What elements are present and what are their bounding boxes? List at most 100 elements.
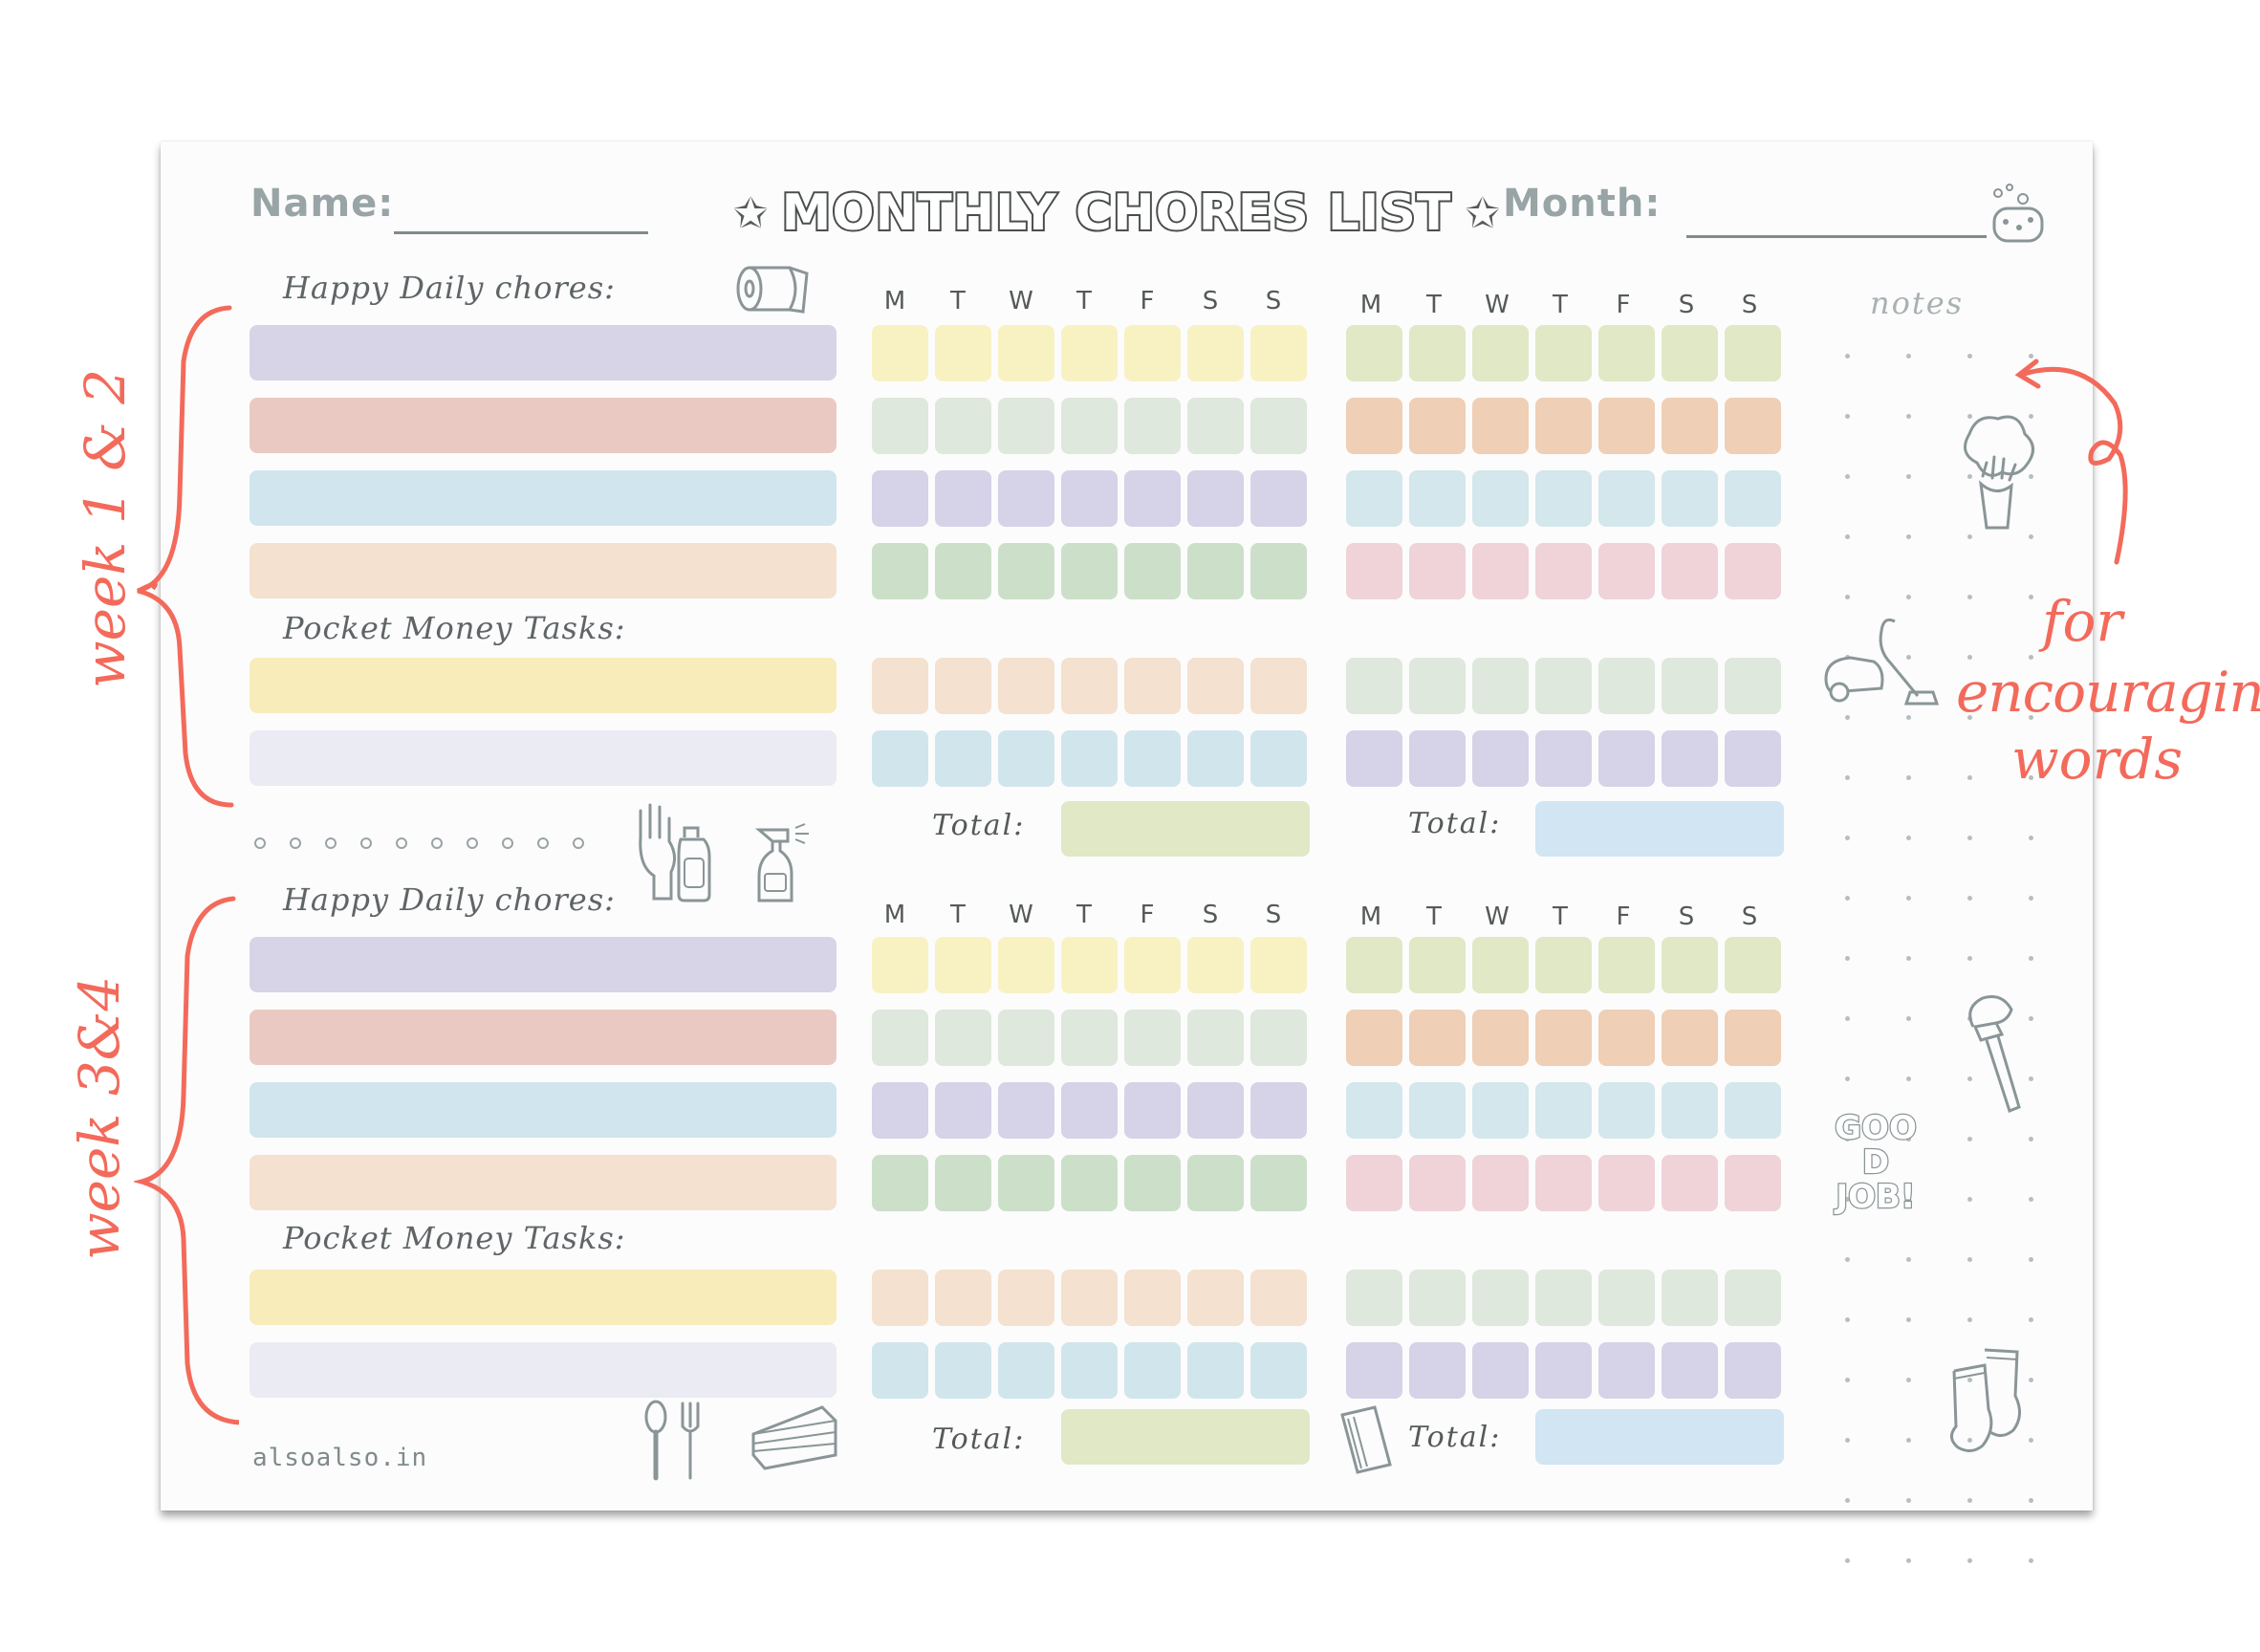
day-checkbox-right[interactable] — [1598, 398, 1655, 454]
day-checkbox-right[interactable] — [1409, 730, 1466, 787]
day-checkbox-right[interactable] — [1725, 658, 1781, 714]
day-checkbox-left[interactable] — [1250, 325, 1307, 381]
day-checkbox-right[interactable] — [1598, 937, 1655, 993]
day-checkbox-right[interactable] — [1346, 470, 1402, 527]
day-checkbox-right[interactable] — [1662, 1082, 1718, 1139]
day-checkbox-right[interactable] — [1725, 937, 1781, 993]
day-checkbox-left[interactable] — [1250, 398, 1307, 454]
day-checkbox-left[interactable] — [1061, 1155, 1118, 1211]
day-checkbox-left[interactable] — [935, 937, 991, 993]
day-checkbox-left[interactable] — [1187, 1342, 1244, 1399]
day-checkbox-right[interactable] — [1409, 1155, 1466, 1211]
day-checkbox-right[interactable] — [1598, 1155, 1655, 1211]
day-checkbox-left[interactable] — [1061, 543, 1118, 599]
day-checkbox-left[interactable] — [1250, 730, 1307, 787]
day-checkbox-left[interactable] — [1061, 658, 1118, 714]
day-checkbox-right[interactable] — [1472, 1270, 1529, 1326]
day-checkbox-left[interactable] — [1187, 658, 1244, 714]
day-checkbox-left[interactable] — [1187, 730, 1244, 787]
day-checkbox-right[interactable] — [1725, 1342, 1781, 1399]
day-checkbox-left[interactable] — [1250, 937, 1307, 993]
day-checkbox-left[interactable] — [1187, 937, 1244, 993]
day-checkbox-left[interactable] — [1061, 398, 1118, 454]
day-checkbox-right[interactable] — [1725, 398, 1781, 454]
day-checkbox-left[interactable] — [935, 398, 991, 454]
day-checkbox-right[interactable] — [1725, 1155, 1781, 1211]
chore-bar-week-3-4-3[interactable] — [250, 1082, 837, 1138]
name-field-line[interactable] — [394, 231, 648, 234]
day-checkbox-right[interactable] — [1472, 1342, 1529, 1399]
day-checkbox-left[interactable] — [935, 1270, 991, 1326]
chore-bar-week-3-4-6[interactable] — [250, 1342, 837, 1398]
day-checkbox-left[interactable] — [935, 1082, 991, 1139]
day-checkbox-left[interactable] — [1250, 1010, 1307, 1066]
day-checkbox-right[interactable] — [1662, 937, 1718, 993]
day-checkbox-right[interactable] — [1409, 937, 1466, 993]
day-checkbox-right[interactable] — [1346, 1270, 1402, 1326]
day-checkbox-left[interactable] — [998, 470, 1054, 527]
day-checkbox-right[interactable] — [1346, 398, 1402, 454]
day-checkbox-right[interactable] — [1598, 658, 1655, 714]
day-checkbox-left[interactable] — [1187, 1010, 1244, 1066]
day-checkbox-right[interactable] — [1472, 470, 1529, 527]
day-checkbox-right[interactable] — [1535, 1010, 1592, 1066]
day-checkbox-right[interactable] — [1725, 1270, 1781, 1326]
day-checkbox-left[interactable] — [998, 543, 1054, 599]
day-checkbox-right[interactable] — [1725, 730, 1781, 787]
day-checkbox-right[interactable] — [1346, 1082, 1402, 1139]
day-checkbox-right[interactable] — [1725, 325, 1781, 381]
day-checkbox-right[interactable] — [1662, 325, 1718, 381]
day-checkbox-left[interactable] — [1250, 543, 1307, 599]
day-checkbox-right[interactable] — [1346, 1155, 1402, 1211]
day-checkbox-left[interactable] — [872, 730, 928, 787]
chore-bar-week-1-2-4[interactable] — [250, 543, 837, 598]
day-checkbox-right[interactable] — [1535, 325, 1592, 381]
day-checkbox-right[interactable] — [1346, 543, 1402, 599]
day-checkbox-left[interactable] — [872, 937, 928, 993]
day-checkbox-right[interactable] — [1346, 730, 1402, 787]
day-checkbox-right[interactable] — [1535, 1155, 1592, 1211]
day-checkbox-left[interactable] — [1124, 325, 1181, 381]
day-checkbox-right[interactable] — [1662, 470, 1718, 527]
day-checkbox-left[interactable] — [872, 1082, 928, 1139]
day-checkbox-left[interactable] — [1250, 658, 1307, 714]
day-checkbox-left[interactable] — [1124, 470, 1181, 527]
day-checkbox-right[interactable] — [1409, 658, 1466, 714]
day-checkbox-left[interactable] — [1187, 1270, 1244, 1326]
day-checkbox-left[interactable] — [1061, 1342, 1118, 1399]
day-checkbox-right[interactable] — [1472, 937, 1529, 993]
day-checkbox-left[interactable] — [998, 937, 1054, 993]
day-checkbox-left[interactable] — [1124, 730, 1181, 787]
day-checkbox-right[interactable] — [1598, 1010, 1655, 1066]
day-checkbox-right[interactable] — [1472, 658, 1529, 714]
day-checkbox-left[interactable] — [1250, 1270, 1307, 1326]
day-checkbox-right[interactable] — [1346, 1010, 1402, 1066]
day-checkbox-right[interactable] — [1409, 1342, 1466, 1399]
day-checkbox-left[interactable] — [872, 543, 928, 599]
day-checkbox-right[interactable] — [1662, 1270, 1718, 1326]
day-checkbox-right[interactable] — [1472, 730, 1529, 787]
day-checkbox-right[interactable] — [1472, 1082, 1529, 1139]
day-checkbox-right[interactable] — [1598, 1270, 1655, 1326]
day-checkbox-right[interactable] — [1725, 543, 1781, 599]
day-checkbox-left[interactable] — [1187, 1082, 1244, 1139]
chore-bar-week-3-4-2[interactable] — [250, 1010, 837, 1065]
day-checkbox-right[interactable] — [1472, 543, 1529, 599]
chore-bar-week-1-2-2[interactable] — [250, 398, 837, 453]
day-checkbox-left[interactable] — [1061, 325, 1118, 381]
day-checkbox-right[interactable] — [1598, 325, 1655, 381]
day-checkbox-left[interactable] — [1187, 325, 1244, 381]
chore-bar-week-3-4-5[interactable] — [250, 1270, 837, 1325]
day-checkbox-left[interactable] — [872, 470, 928, 527]
day-checkbox-right[interactable] — [1409, 543, 1466, 599]
day-checkbox-left[interactable] — [935, 730, 991, 787]
day-checkbox-right[interactable] — [1535, 937, 1592, 993]
chore-bar-week-1-2-3[interactable] — [250, 470, 837, 526]
day-checkbox-left[interactable] — [1250, 470, 1307, 527]
day-checkbox-left[interactable] — [998, 1010, 1054, 1066]
day-checkbox-right[interactable] — [1346, 658, 1402, 714]
day-checkbox-right[interactable] — [1725, 470, 1781, 527]
day-checkbox-left[interactable] — [1124, 1082, 1181, 1139]
day-checkbox-left[interactable] — [872, 658, 928, 714]
day-checkbox-right[interactable] — [1598, 470, 1655, 527]
